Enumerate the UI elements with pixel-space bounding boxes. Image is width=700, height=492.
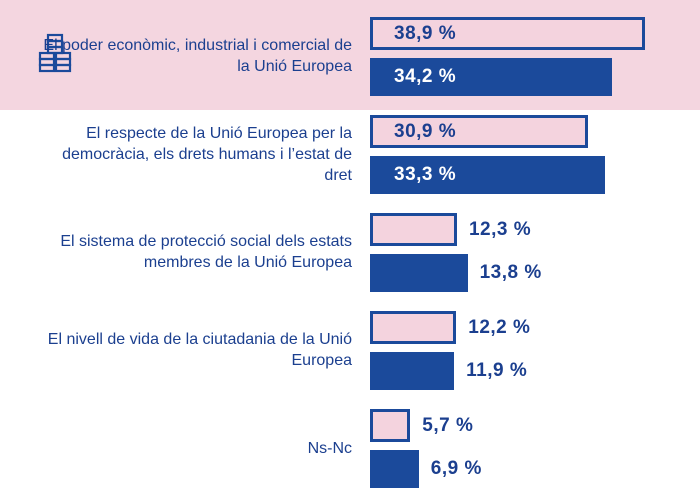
category-label: El nivell de vida de la ciutadania de la… bbox=[47, 331, 352, 369]
icon bbox=[38, 33, 72, 73]
value-label: 30,9 % bbox=[394, 120, 457, 142]
value-label: 38,9 % bbox=[394, 22, 457, 44]
bar bbox=[370, 409, 411, 442]
category-label: El sistema de protecció social dels esta… bbox=[60, 233, 352, 271]
value-label: 12,3 % bbox=[468, 218, 532, 240]
bar bbox=[370, 450, 419, 488]
bar bbox=[370, 311, 457, 344]
bar bbox=[370, 156, 606, 194]
value-label: 11,9 % bbox=[466, 360, 528, 381]
category-label: Ns-Nc bbox=[307, 439, 352, 457]
bar bbox=[370, 17, 646, 50]
value-label: 34,2 % bbox=[394, 66, 457, 87]
bar bbox=[370, 58, 612, 96]
value-label: 5,7 % bbox=[422, 414, 474, 436]
value-label: 12,2 % bbox=[468, 316, 531, 338]
bar bbox=[370, 352, 455, 390]
bar bbox=[370, 213, 457, 246]
bar bbox=[370, 254, 468, 292]
value-label: 6,9 % bbox=[430, 458, 482, 479]
value-label: 13,8 % bbox=[479, 262, 542, 283]
value-label: 33,3 % bbox=[394, 164, 457, 185]
bar bbox=[370, 115, 589, 148]
category-label: El poder econòmic, industrial i comercia… bbox=[43, 37, 352, 75]
category-label: El respecte de la Unió Europea per la de… bbox=[62, 124, 352, 184]
